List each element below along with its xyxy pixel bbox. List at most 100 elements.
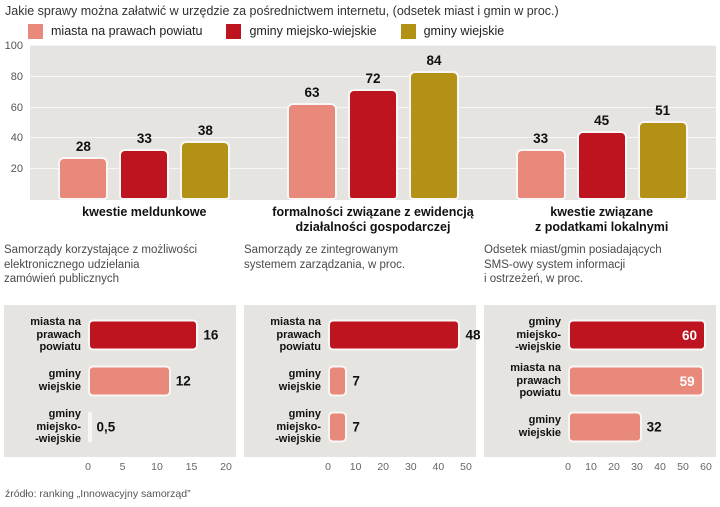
bar xyxy=(409,70,459,200)
x-tick-label: 0 xyxy=(85,461,91,473)
bar-value-label: 7 xyxy=(352,373,360,389)
bar xyxy=(119,149,170,200)
x-tick-label: 10 xyxy=(151,461,163,473)
category-labels: kwestie meldunkowe formalności związane z… xyxy=(30,205,716,235)
y-tick-label: 100 xyxy=(4,40,23,52)
bar-value-label: 63 xyxy=(304,84,320,100)
x-tick-label: 0 xyxy=(565,461,571,473)
x-tick-label: 30 xyxy=(631,461,643,473)
bar-value-label: 84 xyxy=(426,52,442,68)
y-tick-label: 20 xyxy=(10,163,23,176)
gridline xyxy=(30,75,716,77)
row-label: miasta na prawach powiatu xyxy=(30,316,81,354)
row-label: gminy miejsko- -wiejskie xyxy=(275,408,321,446)
mini-chart-caption: Samorządy ze zintegrowanym systemem zarz… xyxy=(244,244,406,271)
legend-swatch xyxy=(400,23,416,39)
mini-chart-row: miasta na prawach powiatu 48 xyxy=(244,312,480,358)
bar-value-label: 45 xyxy=(594,112,610,128)
y-tick-label: 60 xyxy=(10,101,23,114)
mini-chart-plot-area: gminy miejsko- -wiejskie 60 miasta na praw… xyxy=(484,305,716,457)
page-title: Jakie sprawy można załatwić w urzędzie z… xyxy=(5,4,559,18)
bar xyxy=(328,365,348,397)
bar-slot: 33 xyxy=(119,46,170,200)
bar-slot: 38 xyxy=(180,46,231,200)
x-tick-label: 40 xyxy=(432,461,445,473)
bar-track: 7 xyxy=(328,358,466,404)
legend-item: gminy miejsko-wiejskie xyxy=(226,23,377,39)
bar xyxy=(88,319,199,351)
bar-slot: 63 xyxy=(287,46,337,200)
mini-chart-row: gminy wiejskie 12 xyxy=(4,358,236,404)
mini-chart-plot-area: miasta na prawach powiatu 16 gminy wiejski… xyxy=(4,305,236,457)
mini-chart-row: miasta na prawach powiatu 16 xyxy=(4,312,236,358)
mini-chart-row: miasta na prawach powiatu 59 xyxy=(484,358,716,404)
row-label: miasta na prawach powiatu xyxy=(270,316,321,354)
legend-label: gminy wiejskie xyxy=(423,24,505,38)
mini-chart-x-axis: 0 10 20 30 40 50 60 xyxy=(565,459,712,473)
bar-track: 32 xyxy=(568,404,706,450)
category-label: kwestie meldunkowe xyxy=(82,205,207,219)
bar-value-label: 51 xyxy=(655,103,671,119)
mini-chart-row: gminy miejsko- -wiejskie 0,5 xyxy=(4,404,236,450)
x-tick-label: 50 xyxy=(677,461,689,473)
bar-slot: 33 xyxy=(515,46,566,200)
bar xyxy=(328,411,348,443)
legend-swatch xyxy=(226,23,242,39)
bar: 59 xyxy=(568,365,704,397)
x-tick-label: 20 xyxy=(608,461,620,473)
bar xyxy=(515,149,566,200)
category-label: formalności związane z ewidencją działal… xyxy=(272,205,474,234)
bar-value-label: 38 xyxy=(197,123,213,139)
mini-chart-row: gminy miejsko- -wiejskie 7 xyxy=(244,404,476,450)
legend-item: miasta na prawach powiatu xyxy=(28,23,202,39)
legend-label: gminy miejsko-wiejskie xyxy=(249,24,377,38)
bar-value-label: 60 xyxy=(681,327,697,343)
mini-chart-x-axis: 0 10 20 30 40 50 xyxy=(325,459,472,473)
bar-track: 60 xyxy=(568,312,706,358)
bar xyxy=(287,102,337,200)
x-tick-label: 30 xyxy=(404,461,417,473)
bar-slot: 72 xyxy=(348,46,398,200)
grouped-bar-chart-plot-area: 28 33 38 63 72 84 33 45 51 xyxy=(30,45,716,200)
mini-chart-x-axis: 0 5 10 15 20 xyxy=(85,459,232,473)
bar-group: 63 72 84 xyxy=(259,46,488,200)
x-tick-label: 0 xyxy=(325,461,331,473)
bar-value-label: 33 xyxy=(136,131,152,147)
row-label: gminy wiejskie xyxy=(518,414,561,439)
bar-track: 16 xyxy=(88,312,226,358)
x-tick-label: 5 xyxy=(119,461,126,473)
bar-value-label: 7 xyxy=(352,419,360,435)
legend-swatch xyxy=(28,23,43,39)
bar-slot: 51 xyxy=(637,46,688,200)
y-axis: 20 40 60 80 100 xyxy=(0,40,26,200)
bar-value-label: 16 xyxy=(203,327,219,343)
bar xyxy=(348,89,398,200)
bar xyxy=(637,121,688,200)
bar-value-label: 72 xyxy=(365,71,381,87)
bar xyxy=(88,411,92,443)
row-label: miasta na prawach powiatu xyxy=(510,362,561,400)
mini-chart-caption: Samorządy korzystające z możliwości elek… xyxy=(4,244,198,286)
bar: 60 xyxy=(568,319,706,351)
bar-value-label: 33 xyxy=(533,131,549,147)
legend-item: gminy wiejskie xyxy=(400,23,505,39)
bar xyxy=(568,411,642,443)
row-label: gminy wiejskie xyxy=(278,368,321,393)
x-tick-label: 40 xyxy=(654,461,666,473)
bar xyxy=(328,319,461,351)
bar-track: 0,5 xyxy=(88,404,226,450)
mini-chart-sms-system: Odsetek miast/gmin posiadających SMS-owy… xyxy=(484,243,716,473)
mini-chart-public-procurement: Samorządy korzystające z możliwości elek… xyxy=(4,243,236,473)
bar-value-label: 32 xyxy=(646,419,662,435)
legend: miasta na prawach powiatu gminy miejsko-w… xyxy=(28,22,504,40)
y-tick-label: 80 xyxy=(10,70,23,83)
mini-chart-row: gminy miejsko- -wiejskie 60 xyxy=(484,312,716,358)
bar-groups: 28 33 38 63 72 84 33 45 51 xyxy=(30,46,716,200)
x-tick-label: 60 xyxy=(700,461,712,473)
x-tick-label: 20 xyxy=(220,461,232,473)
bar-value-label: 12 xyxy=(175,373,191,389)
bar-value-label: 28 xyxy=(75,138,91,154)
source-note: źródło: ranking „Innowacyjny samorząd” xyxy=(5,488,191,500)
bar xyxy=(88,365,171,397)
bar-track: 12 xyxy=(88,358,226,404)
